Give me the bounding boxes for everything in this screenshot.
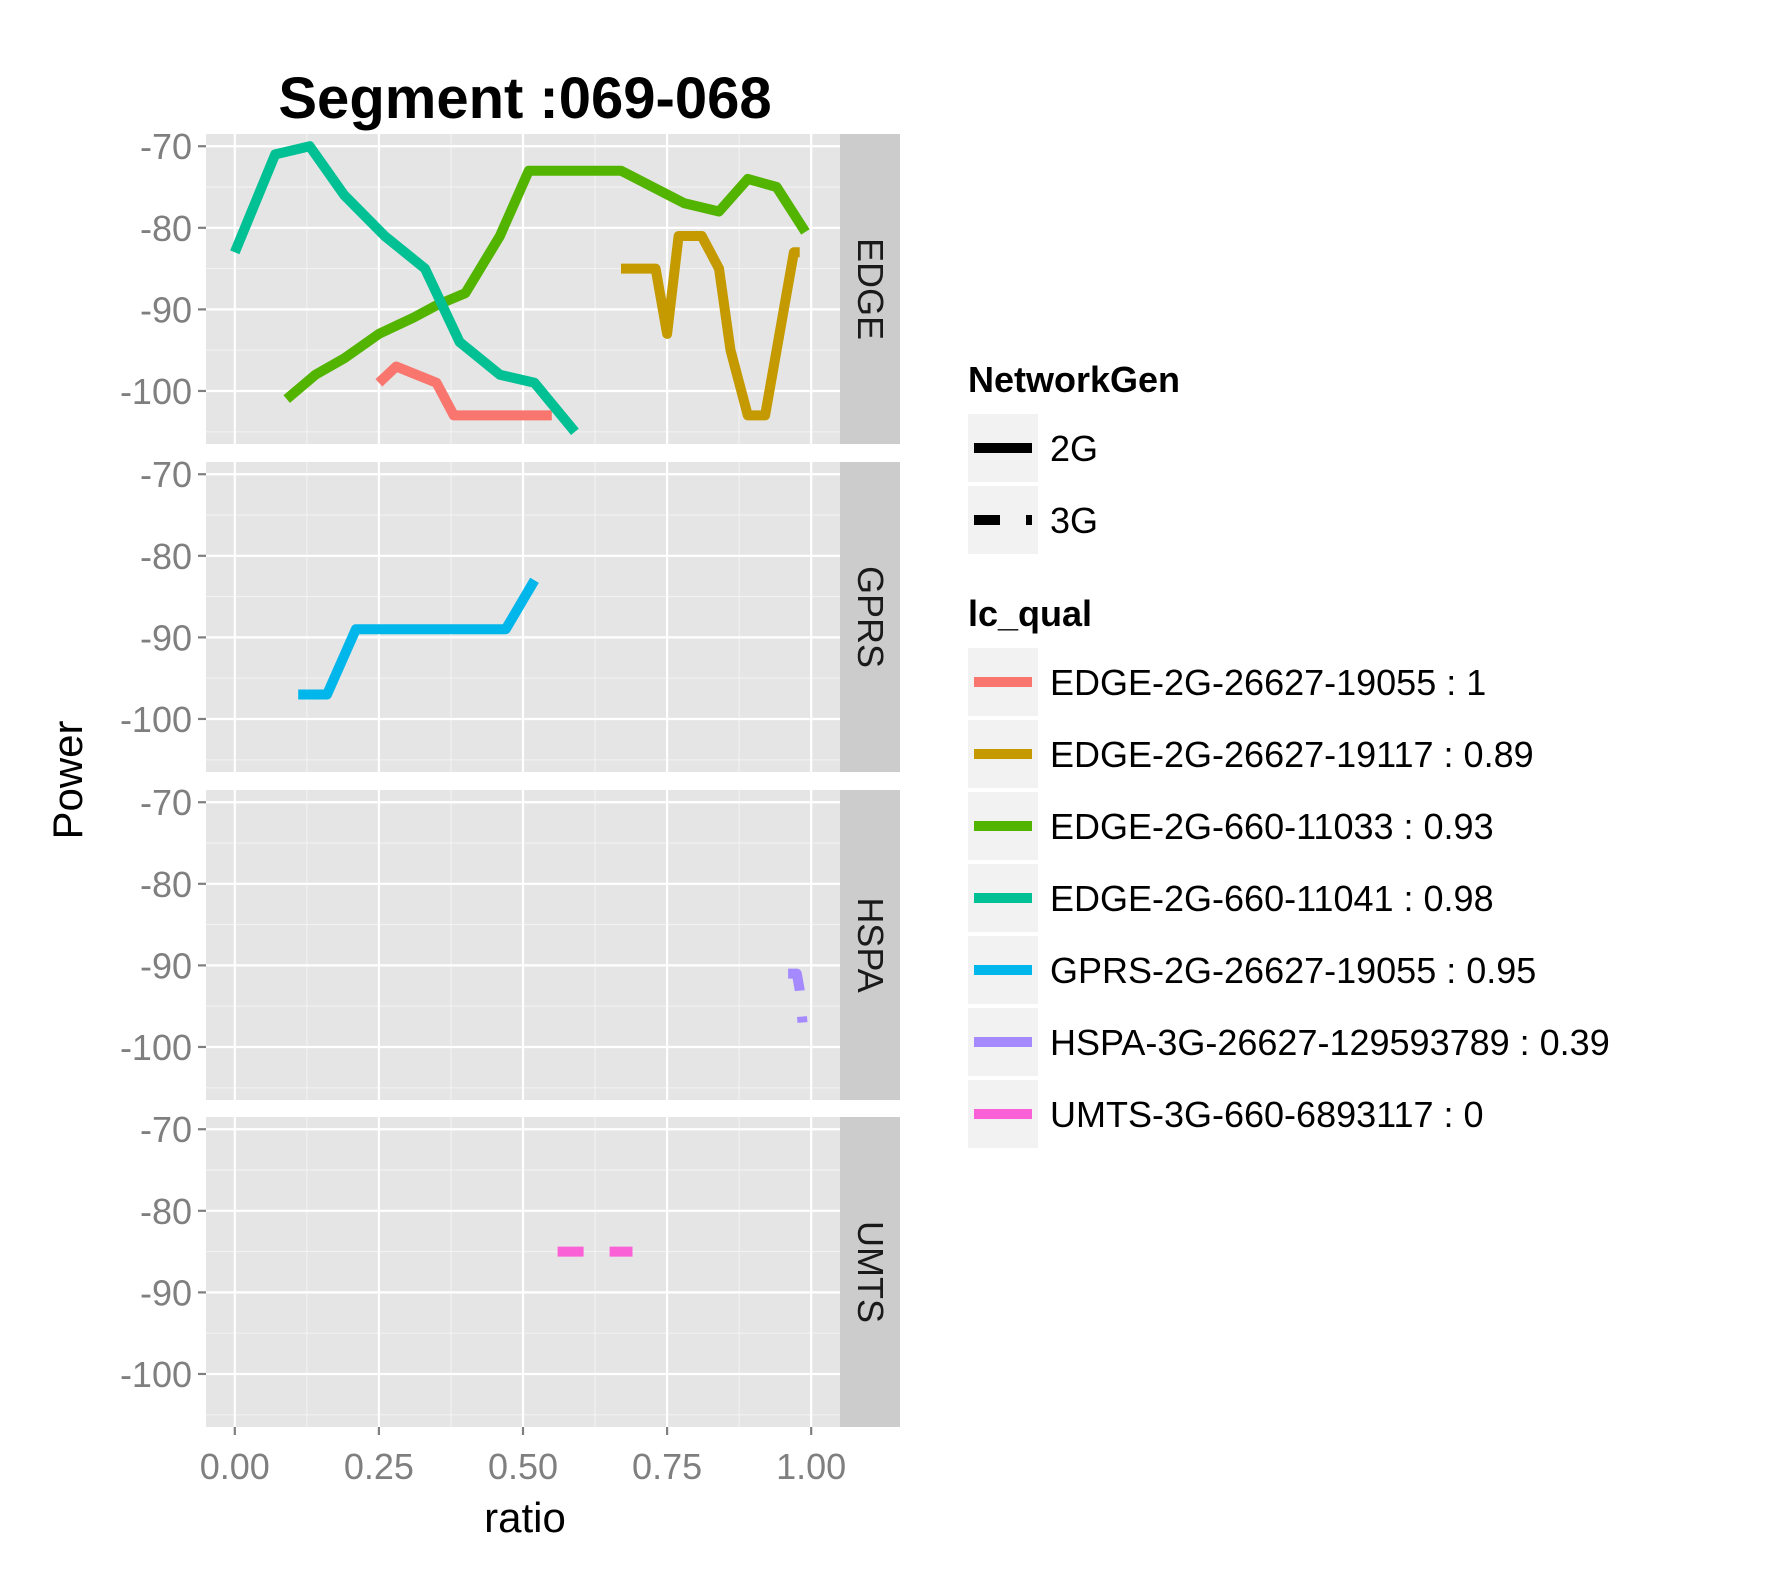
facet-strip-label: GPRS — [850, 566, 891, 668]
legend: NetworkGen 2G 3G lc_qual EDGE-2G-26627-19055… — [968, 359, 1610, 1148]
legend-entry: EDGE-2G-26627-19117 : 0.89 — [968, 720, 1534, 788]
y-axis-title: Power — [44, 720, 91, 839]
legend-entry: EDGE-2G-660-11041 : 0.98 — [968, 864, 1494, 932]
series-line-edge-2g-660-11033-0-93 — [283, 165, 810, 403]
chart-title: Segment :069-068 — [278, 66, 771, 131]
legend-label: HSPA-3G-26627-129593789 : 0.39 — [1050, 1022, 1610, 1063]
x-tick-label: 1.00 — [776, 1446, 846, 1487]
facet-panel-edge: -100 -90 -80 -70 EDGE — [120, 126, 900, 444]
series-group — [230, 141, 810, 435]
series-line-edge-2g-26627-19117-0-89 — [621, 231, 800, 421]
x-axis: 0.00 0.25 0.50 0.75 1.00 — [200, 1427, 846, 1487]
x-tick-label: 0.00 — [200, 1446, 270, 1487]
facet-panel-umts: -100 -90 -80 -70 UMTS — [120, 1109, 900, 1427]
y-tick-label: -100 — [120, 371, 192, 412]
y-tick-label: -100 — [120, 1354, 192, 1395]
legend-entry: 3G — [968, 486, 1098, 554]
legend-entry: GPRS-2G-26627-19055 : 0.95 — [968, 936, 1536, 1004]
series-group — [298, 577, 539, 700]
y-tick-label: -90 — [140, 289, 192, 330]
facet-strip-label: EDGE — [850, 238, 891, 340]
y-tick-label: -90 — [140, 617, 192, 658]
legend-label: EDGE-2G-26627-19117 : 0.89 — [1050, 734, 1534, 775]
legend-entry: HSPA-3G-26627-129593789 : 0.39 — [968, 1008, 1610, 1076]
legend-title-networkgen: NetworkGen — [968, 359, 1180, 400]
y-tick-label: -90 — [140, 945, 192, 986]
facet-strip-label: HSPA — [850, 897, 891, 992]
series-line-gprs-2g-26627-19055-0-95 — [298, 577, 539, 700]
y-tick-label: -70 — [140, 126, 192, 167]
facet-strip — [840, 462, 900, 772]
y-tick-label: -80 — [140, 536, 192, 577]
legend-title-lc-qual: lc_qual — [968, 593, 1092, 634]
y-tick-label: -80 — [140, 864, 192, 905]
facet-strip — [840, 134, 900, 444]
series-group — [788, 968, 808, 1023]
legend-label: GPRS-2G-26627-19055 : 0.95 — [1050, 950, 1536, 991]
facet-panel-gprs: -100 -90 -80 -70 GPRS — [120, 454, 900, 772]
legend-label: 2G — [1050, 428, 1098, 469]
y-tick-label: -100 — [120, 1027, 192, 1068]
series-line-hspa-3g-26627-129593789-0-39 — [788, 968, 808, 1023]
y-tick-label: -70 — [140, 454, 192, 495]
y-tick-label: -100 — [120, 699, 192, 740]
y-tick-label: -70 — [140, 1109, 192, 1150]
facet-strip — [840, 1117, 900, 1427]
legend-label: 3G — [1050, 500, 1098, 541]
y-tick-label: -90 — [140, 1272, 192, 1313]
facet-strip-label: UMTS — [850, 1221, 891, 1323]
legend-label: UMTS-3G-660-6893117 : 0 — [1050, 1094, 1484, 1135]
x-tick-label: 0.25 — [344, 1446, 414, 1487]
facet-panels: -100 -90 -80 -70 EDGE -100 -90 -80 -70 GPRS -100 -9… — [120, 126, 900, 1427]
legend-entry: UMTS-3G-660-6893117 : 0 — [968, 1080, 1484, 1148]
x-tick-label: 0.75 — [632, 1446, 702, 1487]
legend-entry: EDGE-2G-660-11033 : 0.93 — [968, 792, 1494, 860]
legend-label: EDGE-2G-26627-19055 : 1 — [1050, 662, 1486, 703]
legend-entry: 2G — [968, 414, 1098, 482]
facet-panel-hspa: -100 -90 -80 -70 HSPA — [120, 782, 900, 1100]
legend-label: EDGE-2G-660-11033 : 0.93 — [1050, 806, 1494, 847]
y-tick-label: -80 — [140, 1191, 192, 1232]
series-line-edge-2g-660-11041-0-98 — [230, 141, 579, 435]
legend-entry: EDGE-2G-26627-19055 : 1 — [968, 648, 1486, 716]
x-axis-title: ratio — [484, 1494, 566, 1541]
facet-strip — [840, 790, 900, 1100]
y-tick-label: -80 — [140, 208, 192, 249]
series-line-edge-2g-26627-19055-1 — [375, 361, 552, 421]
legend-label: EDGE-2G-660-11041 : 0.98 — [1050, 878, 1494, 919]
y-tick-label: -70 — [140, 782, 192, 823]
x-tick-label: 0.50 — [488, 1446, 558, 1487]
